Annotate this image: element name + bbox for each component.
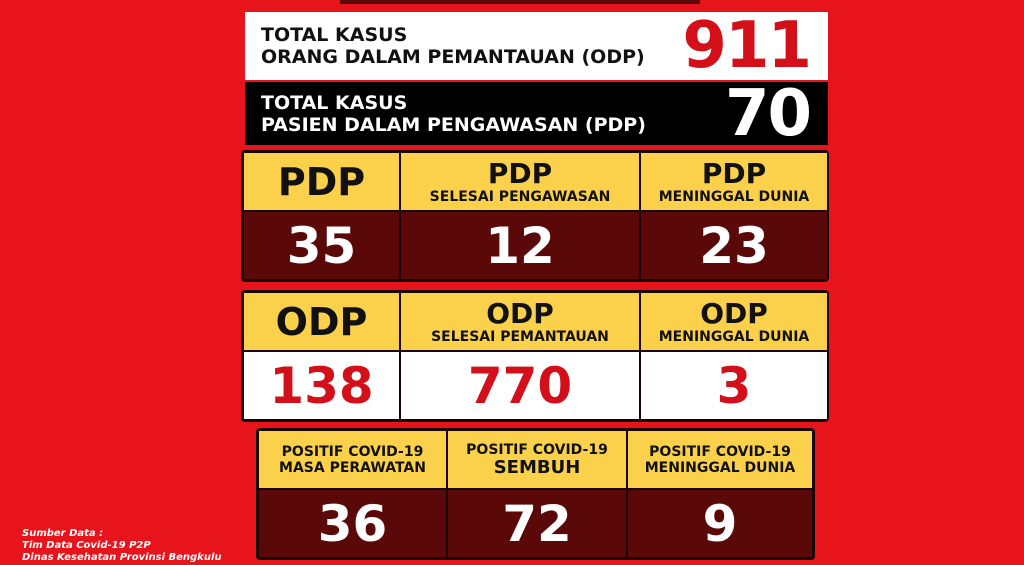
total-value: 70: [724, 76, 812, 151]
group: ODP 138 ODP SELESAI PEMANTAUAN 770 ODP MENINGG…: [241, 290, 829, 422]
cell-value: 36: [259, 490, 446, 557]
cell-value: 35: [244, 212, 399, 279]
cell-header: POSITIF COVID-19 MENINGGAL DUNIA: [628, 431, 812, 488]
cell-header: POSITIF COVID-19 MASA PERAWATAN: [259, 431, 446, 488]
total-odp: TOTAL KASUS ORANG DALAM PEMANTAUAN (ODP) …: [245, 9, 828, 83]
cell-title: ODP: [486, 296, 554, 330]
cell-subtitle: MENINGGAL DUNIA: [658, 328, 810, 345]
cell-title: ODP: [700, 296, 768, 330]
cell-title: POSITIF COVID-19: [281, 443, 424, 460]
group: PDP 35 PDP SELESAI PENGAWASAN 12 PDP MENINGGAL…: [241, 150, 829, 282]
cell-header: ODP: [244, 293, 399, 350]
cell-value: 770: [401, 352, 639, 419]
cell-header: POSITIF COVID-19 SEMBUH: [448, 431, 626, 488]
cell-title: PDP: [487, 156, 553, 190]
cell-value: 3: [641, 352, 827, 419]
cell-value: 138: [244, 352, 399, 419]
cell-title: POSITIF COVID-19: [466, 441, 608, 458]
cell-subtitle: SELESAI PENGAWASAN: [429, 188, 611, 205]
cell-subtitle: SEMBUH: [493, 456, 581, 478]
cell-value: 12: [401, 212, 639, 279]
cell-subtitle: MENINGGAL DUNIA: [644, 459, 796, 476]
line: TOTAL KASUS: [261, 91, 408, 114]
cell-header: PDP MENINGGAL DUNIA: [641, 153, 827, 210]
cell-subtitle: MENINGGAL DUNIA: [658, 188, 810, 205]
group: POSITIF COVID-19 MASA PERAWATAN 36 POSITIF …: [256, 428, 815, 560]
total-label: TOTAL KASUS PASIEN DALAM PENGAWASAN (PDP): [261, 92, 646, 136]
total-pdp: TOTAL KASUS PASIEN DALAM PENGAWASAN (PDP)…: [245, 77, 828, 151]
top-bar: [340, 0, 700, 4]
total-label: TOTAL KASUS ORANG DALAM PEMANTAUAN (ODP): [261, 24, 645, 68]
source-line: Dinas Kesehatan Provinsi Bengkulu: [22, 552, 222, 563]
cell-title: POSITIF COVID-19: [649, 443, 791, 460]
source-line: Tim Data Covid-19 P2P: [22, 540, 151, 551]
cell-title: PDP: [277, 159, 366, 204]
cell-header: PDP: [244, 153, 399, 210]
total-value: 911: [682, 9, 812, 83]
source: Sumber Data : Tim Data Covid-19 P2P Dina…: [22, 528, 222, 564]
source-line: Sumber Data :: [22, 528, 104, 539]
cell-value: 72: [448, 490, 626, 557]
line: PASIEN DALAM PENGAWASAN (PDP): [261, 113, 646, 136]
cell-header: ODP MENINGGAL DUNIA: [641, 293, 827, 350]
cell-subtitle: MASA PERAWATAN: [279, 459, 426, 476]
cell-title: PDP: [701, 156, 767, 190]
cell-subtitle: SELESAI PEMANTAUAN: [431, 328, 609, 345]
cell-header: ODP SELESAI PEMANTAUAN: [401, 293, 639, 350]
line: TOTAL KASUS: [261, 24, 408, 46]
cell-value: 9: [628, 490, 812, 557]
cell-title: ODP: [275, 299, 368, 344]
cell-header: PDP SELESAI PENGAWASAN: [401, 153, 639, 210]
cell-value: 23: [641, 212, 827, 279]
line: ORANG DALAM PEMANTAUAN (ODP): [261, 46, 645, 68]
